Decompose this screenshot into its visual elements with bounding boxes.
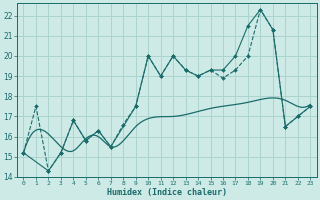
X-axis label: Humidex (Indice chaleur): Humidex (Indice chaleur) bbox=[107, 188, 227, 197]
